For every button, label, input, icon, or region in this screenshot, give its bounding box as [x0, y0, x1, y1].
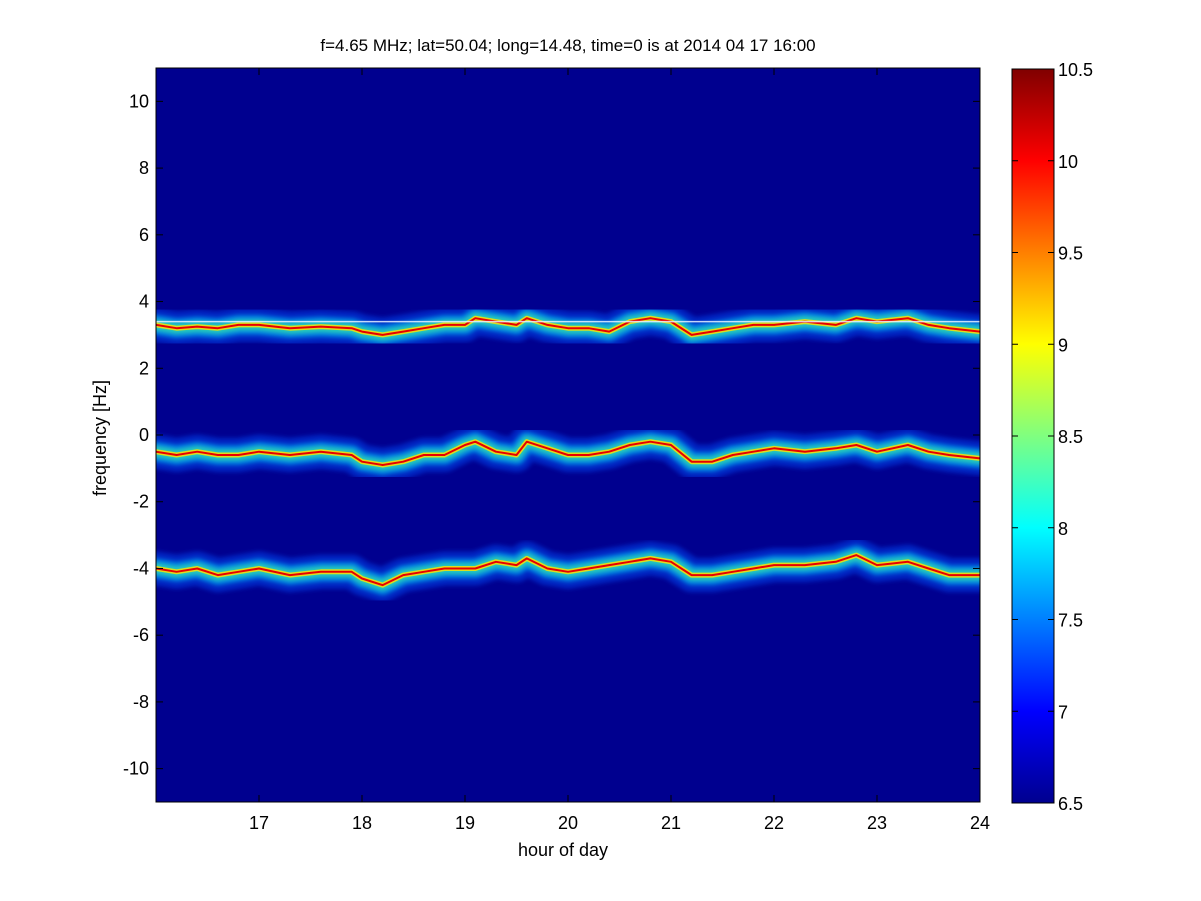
trace-core: [156, 554, 980, 587]
y-tick-label: -8: [133, 692, 149, 712]
x-tick-label: 23: [867, 813, 887, 833]
y-axis-label: frequency [Hz]: [90, 380, 110, 496]
y-tick-label: -2: [133, 492, 149, 512]
x-tick-label: 17: [249, 813, 269, 833]
x-axis: 17 18 19 20 21 22 23 24: [249, 68, 990, 833]
trace-core: [156, 317, 980, 336]
spectral-band: [156, 424, 980, 482]
spectral-traces: [156, 301, 980, 603]
colorbar-tick-label: 9: [1058, 335, 1068, 355]
colorbar-tick-label: 7.5: [1058, 611, 1083, 631]
spectral-band: [156, 301, 980, 352]
colorbar-tick-label: 10: [1058, 152, 1078, 172]
x-tick-label: 20: [558, 813, 578, 833]
x-tick-label: 22: [764, 813, 784, 833]
y-tick-label: 4: [139, 292, 149, 312]
y-tick-label: -4: [133, 558, 149, 578]
y-tick-label: 6: [139, 225, 149, 245]
y-tick-label: 10: [129, 91, 149, 111]
colorbar-tick-label: 10.5: [1058, 60, 1093, 80]
colorbar-tick-label: 7: [1058, 702, 1068, 722]
y-tick-label: 2: [139, 358, 149, 378]
y-axis: -10 -8 -6 -4 -2 0 2 4 6 8 10: [123, 91, 980, 779]
colorbar-tick-label: 8: [1058, 519, 1068, 539]
colorbar: [1011, 68, 1055, 804]
colorbar-tick-label: 9.5: [1058, 244, 1083, 264]
x-axis-label: hour of day: [518, 840, 608, 860]
colorbar-ticks: 6.5 7 7.5 8 8.5 9 9.5 10 10.5: [1012, 60, 1093, 814]
x-tick-label: 21: [661, 813, 681, 833]
y-tick-label: -6: [133, 625, 149, 645]
spectral-band: [156, 538, 980, 603]
x-tick-label: 19: [455, 813, 475, 833]
y-tick-label: -10: [123, 759, 149, 779]
colorbar-tick-label: 6.5: [1058, 794, 1083, 814]
y-tick-label: 8: [139, 158, 149, 178]
y-tick-label: 0: [139, 425, 149, 445]
x-tick-label: 18: [352, 813, 372, 833]
x-tick-label: 24: [970, 813, 990, 833]
chart-title: f=4.65 MHz; lat=50.04; long=14.48, time=…: [320, 36, 815, 55]
trace-core: [156, 440, 980, 466]
colorbar-tick-label: 8.5: [1058, 427, 1083, 447]
